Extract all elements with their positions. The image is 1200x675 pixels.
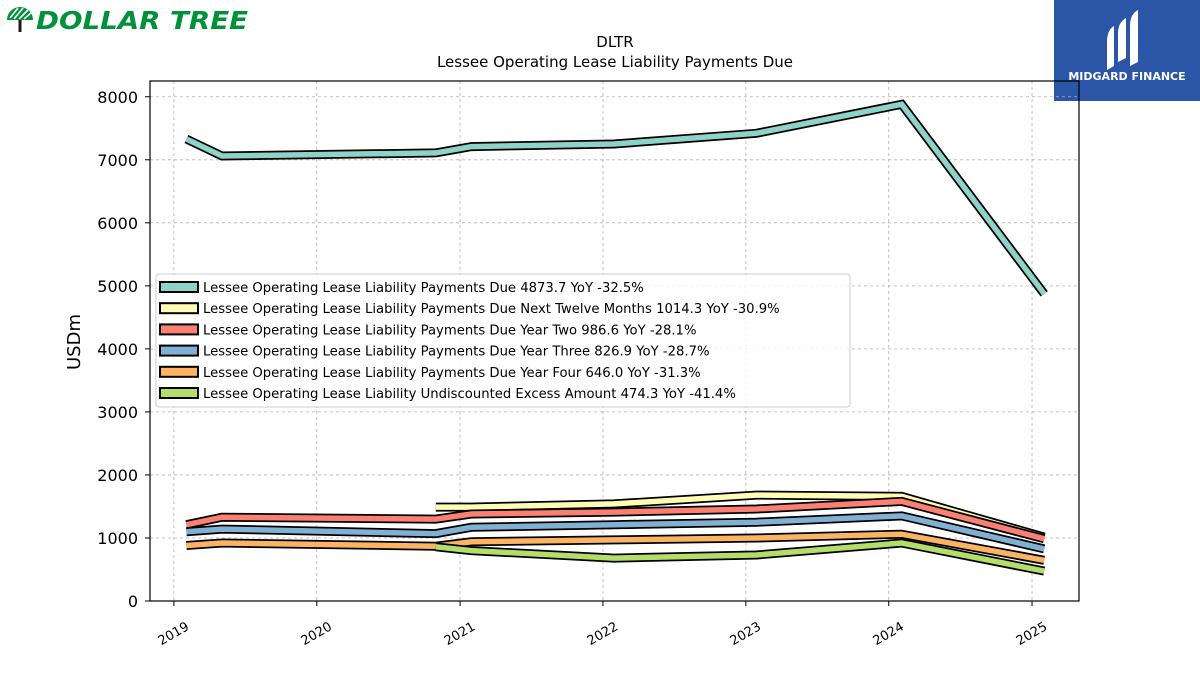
company-logo: DOLLAR TREE [7,6,248,34]
x-tick-label: 2019 [156,619,192,649]
y-tick-label: 3000 [97,403,138,422]
y-tick-label: 5000 [97,277,138,296]
x-tick-label: 2023 [728,619,764,649]
tree-icon [7,7,33,32]
publisher-logo: MIDGARD FINANCE [1054,0,1200,101]
series-line-stroke [186,513,1045,552]
series-line [435,538,1046,576]
x-tick-label: 2022 [585,619,621,649]
y-tick-label: 7000 [97,151,138,170]
y-tick-label: 1000 [97,529,138,548]
series-line [185,496,1046,544]
series-line-stroke [185,498,1045,542]
x-tick-label: 2021 [442,619,478,649]
legend-swatch [159,323,199,336]
chart-title: DLTR [596,33,633,51]
y-tick-label: 6000 [97,214,138,233]
y-tick-label: 2000 [97,466,138,485]
x-tick-label: 2024 [871,619,907,649]
legend-swatch [159,302,199,315]
legend-entry-label: Lessee Operating Lease Liability Payment… [203,366,701,381]
midgard-emblem-icon [1107,10,1138,70]
legend-entry-label: Lessee Operating Lease Liability Payment… [203,281,644,296]
legend-box [155,273,851,408]
legend-entry-label: Lessee Operating Lease Liability Payment… [203,345,710,360]
legend-swatch [159,365,199,378]
legend-entry-label: Lessee Operating Lease Liability Payment… [203,302,780,317]
publisher-logo-text: MIDGARD FINANCE [1068,70,1185,83]
series-line [186,511,1046,554]
company-logo-text: DOLLAR TREE [36,6,248,34]
series-line-stroke [435,540,1045,574]
y-tick-label: 8000 [97,88,138,107]
y-axis-label: USDm [64,314,85,370]
x-tick-label: 2020 [299,619,335,649]
x-tick-label: 2025 [1014,619,1050,649]
legend-swatch [159,344,199,357]
series-line-stroke [185,101,1047,296]
y-tick-label: 4000 [97,340,138,359]
series-line-stroke [186,531,1045,564]
series-line-outline [184,99,1048,297]
chart-subtitle: Lessee Operating Lease Liability Payment… [437,53,793,71]
legend-swatch [159,281,199,293]
plot-frame [149,80,1080,602]
series-lines [184,99,1048,576]
series-line [184,99,1048,297]
legend-entry-label: Lessee Operating Lease Liability Payment… [203,323,696,338]
legend: Lessee Operating Lease Liability Payment… [155,273,851,408]
legend-entry-label: Lessee Operating Lease Liability Undisco… [203,387,736,402]
legend-swatch [159,387,199,399]
series-line [186,529,1046,565]
y-tick-label: 0 [128,592,138,611]
